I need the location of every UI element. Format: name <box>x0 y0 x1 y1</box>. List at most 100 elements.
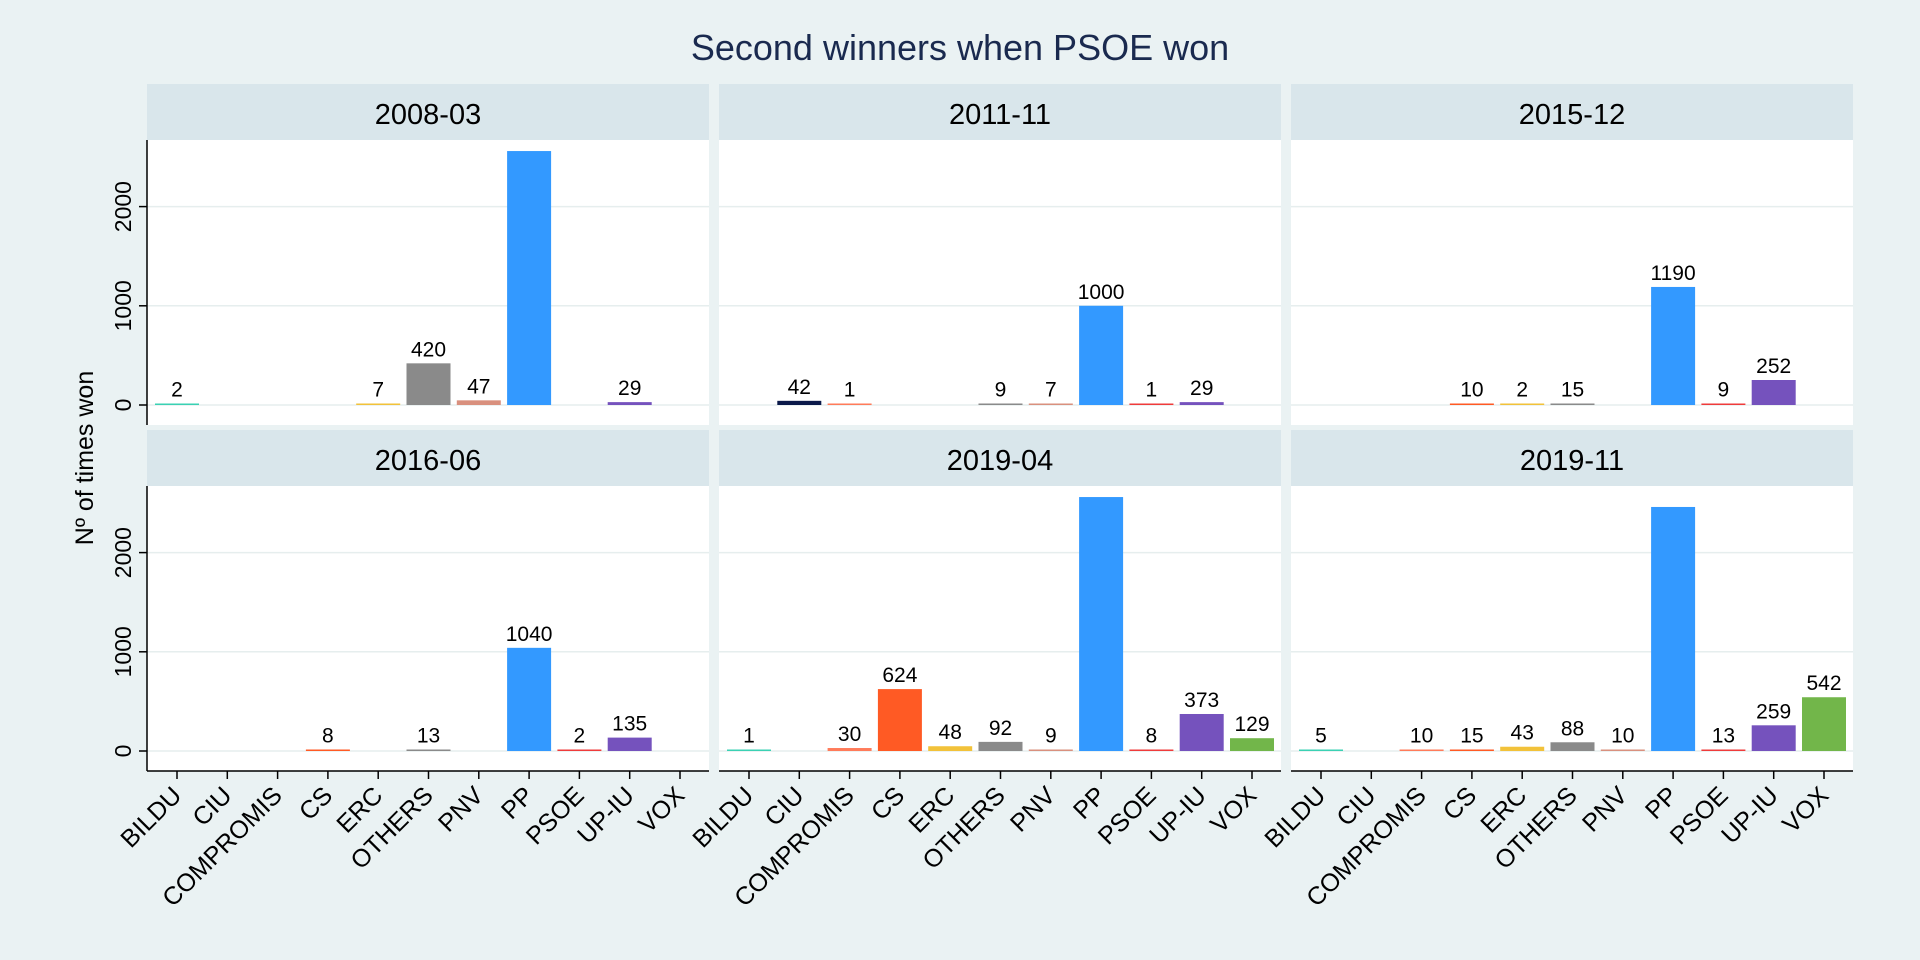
x-tick-label: PSOE <box>1093 781 1162 850</box>
bar-vox <box>1230 738 1274 751</box>
bar-pp <box>1651 506 1696 751</box>
plot-area <box>719 140 1281 425</box>
bar-pp <box>1079 305 1124 405</box>
bar-bildu <box>1299 749 1343 751</box>
bar-up-iu <box>607 402 652 405</box>
x-tick-label: BILDU <box>1259 781 1331 853</box>
value-label: 43 <box>1511 722 1534 745</box>
value-label: 8 <box>1146 725 1158 748</box>
x-tick-label: VOX <box>1777 781 1834 838</box>
bar-psoe <box>1701 749 1746 751</box>
value-label: 2 <box>1516 379 1528 402</box>
bar-cs <box>1449 403 1494 405</box>
value-label: 135 <box>612 713 647 736</box>
bar-others <box>1550 403 1595 405</box>
bar-vox <box>1802 697 1846 751</box>
bar-erc <box>928 746 973 751</box>
y-tick-label: 1000 <box>110 626 136 677</box>
bar-others <box>406 749 451 751</box>
panel-title: 2015-12 <box>1519 99 1625 131</box>
value-label: 129 <box>1234 713 1269 736</box>
bar-pp <box>1651 286 1696 405</box>
x-tick-label: PSOE <box>1665 781 1734 850</box>
bar-pp <box>507 151 552 405</box>
value-label: 5 <box>1315 725 1327 748</box>
chart-title: Second winners when PSOE won <box>691 27 1229 68</box>
value-label: 373 <box>1184 689 1219 712</box>
bar-others <box>978 741 1023 751</box>
x-tick-label: UP-IU <box>1144 781 1212 849</box>
panel-2008-03: 2008-03 2 7 420 47 29 0 1000 2000 <box>110 84 709 425</box>
bar-up-iu <box>1179 713 1224 751</box>
value-label: 13 <box>1712 725 1735 748</box>
value-label: 48 <box>939 721 962 744</box>
bar-erc <box>1500 746 1545 751</box>
value-label: 2 <box>574 725 586 748</box>
bar-pp <box>507 647 552 751</box>
bar-pnv <box>1600 749 1645 751</box>
bar-bildu <box>155 403 199 405</box>
value-label: 15 <box>1561 379 1584 402</box>
y-tick-label: 1000 <box>110 280 136 331</box>
bar-psoe <box>1701 403 1746 405</box>
x-tick-label: BILDU <box>115 781 187 853</box>
x-tick-label: PNV <box>433 781 489 837</box>
bar-psoe <box>557 749 602 751</box>
value-label: 252 <box>1756 355 1791 378</box>
y-axis-label: Nº of times won <box>71 371 99 545</box>
value-label: 624 <box>882 664 917 687</box>
y-tick-label: 0 <box>110 399 136 412</box>
bar-others <box>978 403 1023 405</box>
value-label: 420 <box>411 338 446 361</box>
value-label: 30 <box>838 723 861 746</box>
x-tick-label: UP-IU <box>1716 781 1784 849</box>
bar-compromis <box>827 403 872 405</box>
x-tick-label: UP-IU <box>572 781 640 849</box>
bar-cs <box>305 749 350 751</box>
bar-up-iu <box>607 737 652 751</box>
panel-title: 2016-06 <box>375 445 481 477</box>
value-label: 1190 <box>1651 262 1696 285</box>
x-tick-label: PNV <box>1005 781 1061 837</box>
value-label: 29 <box>618 377 641 400</box>
bar-others <box>1550 742 1595 751</box>
panel-header <box>147 430 709 486</box>
bar-psoe <box>1129 403 1174 405</box>
panel-2011-11: 2011-11 42 1 9 7 1000 1 29 <box>719 84 1281 425</box>
value-label: 13 <box>417 725 440 748</box>
plot-area <box>1291 486 1853 771</box>
panel-title: 2019-11 <box>1520 445 1624 477</box>
bar-pnv <box>456 400 501 405</box>
x-tick-label: PSOE <box>521 781 590 850</box>
value-label: 1 <box>743 725 755 748</box>
bar-cs <box>877 689 922 751</box>
value-label: 10 <box>1460 379 1483 402</box>
bar-others <box>406 363 451 405</box>
bar-up-iu <box>1179 402 1224 405</box>
panel-title: 2008-03 <box>375 99 481 131</box>
value-label: 1 <box>844 379 856 402</box>
bar-ciu <box>777 400 822 405</box>
x-tick-label: PNV <box>1577 781 1633 837</box>
y-tick-label: 2000 <box>110 527 136 578</box>
value-label: 7 <box>1045 379 1057 402</box>
bar-pnv <box>1028 403 1073 405</box>
bar-erc <box>1500 403 1545 405</box>
value-label: 29 <box>1190 377 1213 400</box>
bar-compromis <box>1399 749 1444 751</box>
bar-psoe <box>1129 749 1174 751</box>
panel-title: 2019-04 <box>947 445 1053 477</box>
bar-bildu <box>727 749 771 751</box>
panel-2015-12: 2015-12 10 2 15 1190 9 252 <box>1291 84 1853 425</box>
value-label: 15 <box>1460 725 1483 748</box>
panel-header <box>147 84 709 140</box>
value-label: 259 <box>1756 700 1791 723</box>
panel-header <box>1291 84 1853 140</box>
bar-compromis <box>827 748 872 751</box>
bar-up-iu <box>1751 725 1796 751</box>
value-label: 1 <box>1146 379 1158 402</box>
